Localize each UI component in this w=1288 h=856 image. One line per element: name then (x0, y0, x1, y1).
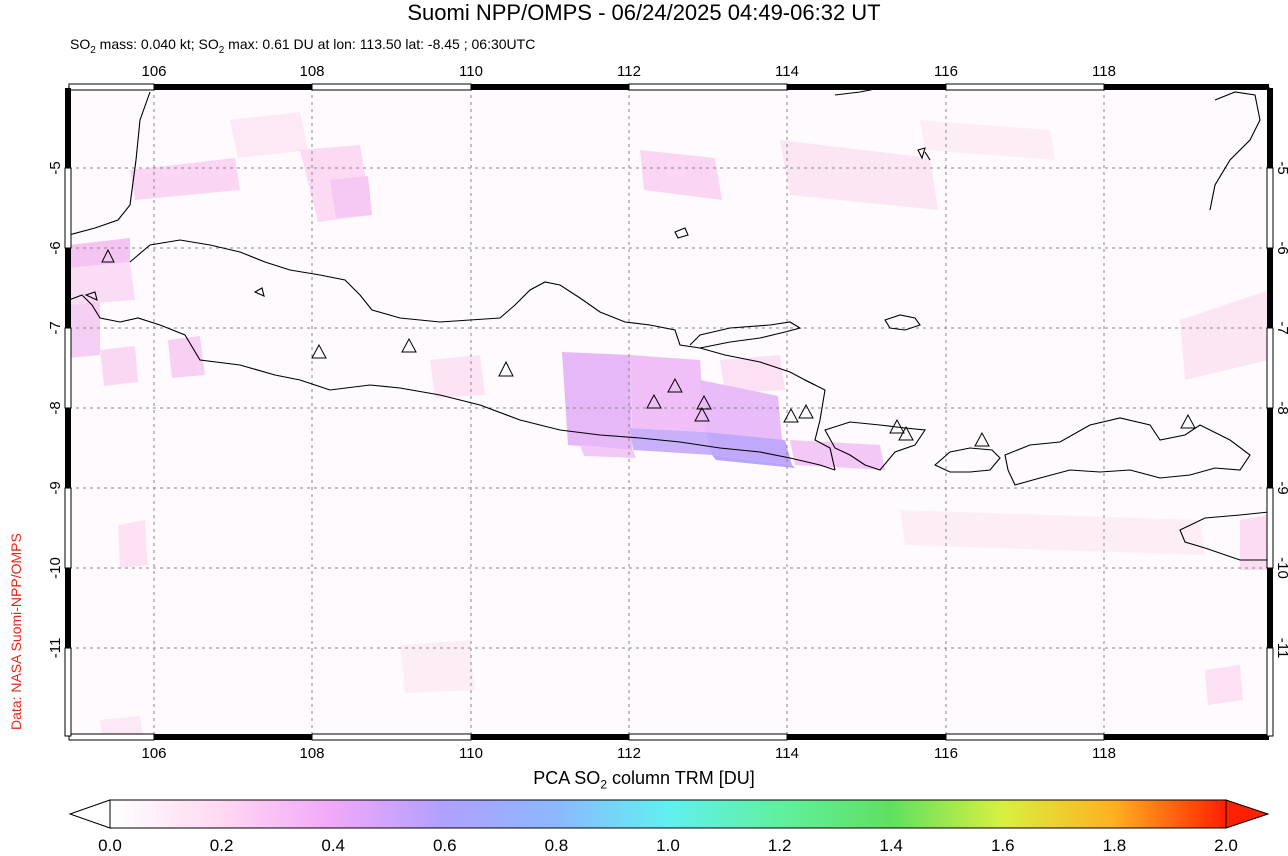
lon-tick-top: 110 (459, 63, 483, 80)
triangle-icon (783, 407, 799, 423)
lon-tick-top: 114 (775, 63, 799, 80)
colorbar-max-arrow (1225, 799, 1270, 829)
colorbar-tick: 2.0 (1214, 836, 1238, 855)
lat-tick-left: -8 (47, 401, 64, 414)
so2-pixels (69, 112, 1269, 736)
map-title: Suomi NPP/OMPS - 06/24/2025 04:49-06:32 … (407, 0, 881, 25)
triangle-icon (1180, 413, 1196, 429)
colorbar-tick: 0.6 (432, 836, 457, 855)
colorbar-min-arrow (68, 799, 111, 829)
lon-tick-bottom: 112 (617, 745, 641, 762)
colorbar-tick: 0.0 (98, 836, 122, 855)
triangle-icon (498, 360, 514, 377)
lon-tick-bottom: 106 (141, 745, 166, 762)
lat-tick-right: -6 (1274, 241, 1288, 254)
volcano-markers (101, 248, 1196, 447)
triangle-icon (101, 248, 115, 263)
lon-tick-bottom: 116 (934, 745, 958, 762)
lat-tick-right: -10 (1274, 557, 1288, 579)
lon-tick-bottom: 110 (459, 745, 483, 762)
colorbar-tick: 1.8 (1102, 836, 1127, 855)
triangle-icon (667, 377, 683, 393)
lon-tick-bottom: 114 (775, 745, 799, 762)
colorbar-scale (109, 799, 1227, 829)
lon-tick-top: 116 (934, 63, 958, 80)
lon-tick-top: 118 (1092, 63, 1116, 80)
colorbar-title: PCA SO2 column TRM [DU] (533, 768, 755, 792)
colorbar (68, 799, 1270, 829)
triangle-icon (311, 343, 327, 359)
graticule (69, 88, 1269, 736)
lon-tick-top: 112 (617, 63, 641, 80)
lon-tick-bottom: 108 (299, 745, 324, 762)
lat-tick-left: -5 (47, 161, 64, 174)
triangle-icon (694, 406, 710, 422)
lat-tick-left: -6 (47, 241, 64, 254)
lat-tick-right: -5 (1274, 161, 1288, 174)
triangle-icon (889, 418, 905, 434)
triangle-icon (898, 425, 914, 441)
lon-tick-top: 106 (141, 63, 166, 80)
colorbar-tick: 1.4 (879, 836, 904, 855)
triangle-icon (696, 394, 712, 410)
map-subtitle: SO2 mass: 0.040 kt; SO2 max: 0.61 DU at … (70, 36, 536, 56)
triangle-icon (974, 431, 990, 447)
lat-tick-left: -7 (47, 321, 64, 334)
triangle-icon (401, 337, 417, 353)
lon-tick-top: 108 (299, 63, 324, 80)
colorbar-tick: 1.2 (767, 836, 792, 855)
colorbar-tick: 1.6 (990, 836, 1015, 855)
colorbar-tick: 0.8 (544, 836, 569, 855)
map-frame (64, 83, 1274, 741)
triangle-icon (798, 403, 814, 419)
colorbar-tick: 1.0 (656, 836, 680, 855)
lat-tick-right: -8 (1274, 401, 1288, 414)
lat-tick-left: -9 (47, 481, 64, 494)
lon-labels: 106 108 110 112 114 116 118 106 108 110 … (141, 63, 1115, 762)
lat-tick-right: -7 (1274, 321, 1288, 334)
lat-tick-left: -10 (47, 557, 64, 579)
lon-tick-bottom: 118 (1092, 745, 1116, 762)
lat-labels: -5 -6 -7 -8 -9 -10 -11 -5 -6 -7 -8 -9 -1… (47, 161, 1288, 658)
colorbar-tick: 0.4 (321, 836, 346, 855)
lat-tick-right: -9 (1274, 481, 1288, 494)
lat-tick-right: -11 (1274, 638, 1288, 659)
colorbar-tick: 0.2 (209, 836, 234, 855)
coastlines (69, 88, 1269, 561)
lat-tick-left: -11 (47, 638, 64, 659)
triangle-icon (646, 393, 662, 409)
